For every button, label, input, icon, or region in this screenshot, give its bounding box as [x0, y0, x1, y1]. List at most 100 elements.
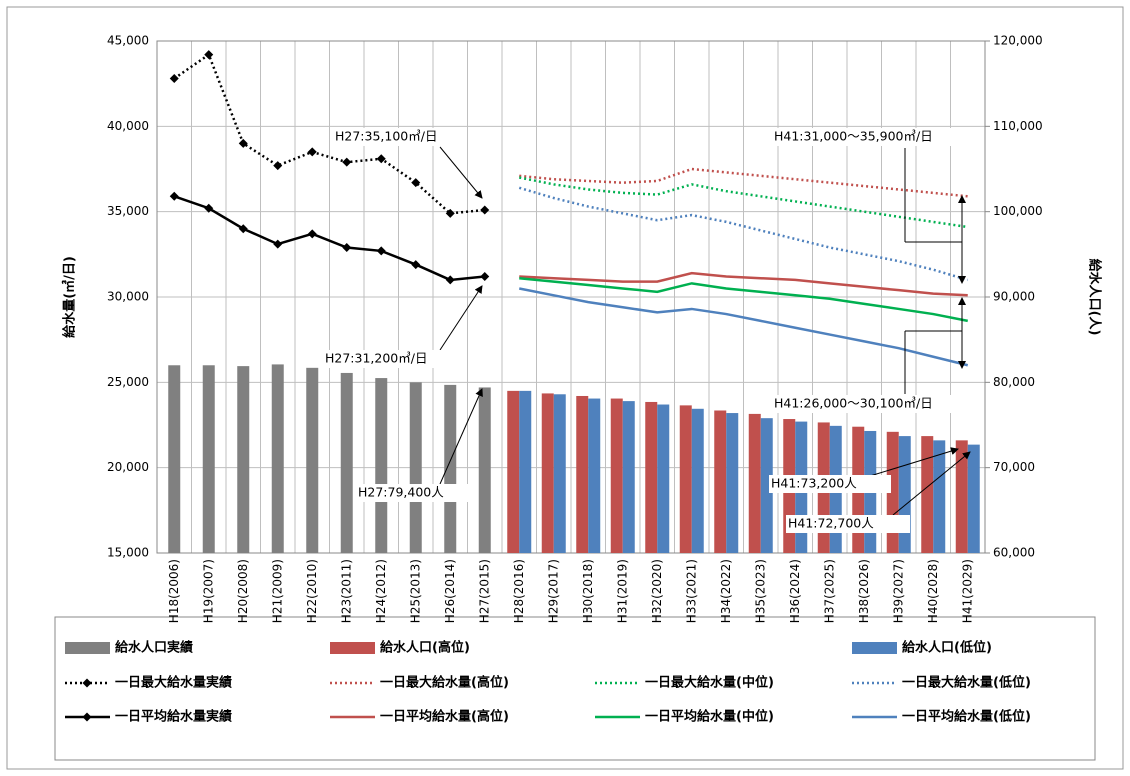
marker	[376, 246, 386, 256]
x-tick-label: H27(2015)	[477, 559, 491, 623]
bar	[933, 440, 946, 553]
marker	[238, 138, 248, 148]
bar	[657, 404, 670, 553]
legend-box	[54, 616, 1096, 761]
y-axis-title: 給水量(㎥/日)	[62, 256, 78, 338]
bar	[444, 384, 457, 553]
bar	[507, 390, 520, 553]
bar	[375, 378, 388, 553]
bar	[760, 418, 773, 553]
annotation: H27:35,100㎥/日	[335, 129, 437, 144]
bar	[168, 365, 181, 553]
legend-label: 一日平均給水量実績	[115, 709, 232, 725]
legend-label: 給水人口(高位)	[380, 640, 470, 656]
annotation-bg	[786, 515, 910, 533]
marker	[273, 161, 283, 171]
marker	[376, 154, 386, 164]
x-tick-label: H24(2012)	[374, 559, 388, 623]
marker	[204, 203, 214, 213]
bar	[691, 408, 704, 553]
legend-label: 一日平均給水量(低位)	[902, 709, 1031, 725]
bar	[714, 410, 727, 553]
bar	[553, 394, 566, 553]
y-tick-label: 30,000	[107, 290, 149, 304]
bar	[409, 382, 422, 553]
bar	[306, 367, 319, 553]
legend-label: 一日最大給水量(中位)	[645, 675, 774, 691]
legend-marker	[82, 678, 92, 688]
marker	[273, 239, 283, 249]
line	[519, 167, 968, 198]
arrow	[439, 285, 483, 351]
line	[173, 52, 485, 215]
y2-tick-label: 70,000	[993, 460, 1035, 474]
marker	[411, 260, 421, 270]
annotation-bg	[772, 128, 966, 146]
x-tick-label: H36(2024)	[788, 559, 802, 623]
y-tick-label: 35,000	[107, 204, 149, 218]
arrow	[439, 146, 483, 199]
marker	[445, 208, 455, 218]
x-tick-label: H18(2006)	[167, 559, 181, 623]
x-tick-label: H41(2029)	[960, 559, 974, 623]
legend-label: 一日最大給水量(低位)	[902, 675, 1031, 691]
x-tick-label: H29(2017)	[546, 559, 560, 623]
bar	[898, 436, 911, 553]
annotation: H41:72,700人	[788, 516, 874, 531]
bar	[645, 401, 658, 553]
bar	[921, 436, 934, 553]
legend-label: 一日最大給水量実績	[115, 675, 232, 691]
bar	[576, 395, 589, 553]
y2-axis-title: 給水人口(人)	[1087, 259, 1103, 336]
x-tick-label: H21(2009)	[270, 559, 284, 623]
y2-tick-label: 100,000	[993, 204, 1043, 218]
bar	[748, 413, 761, 553]
x-tick-label: H33(2021)	[684, 559, 698, 623]
x-tick-label: H32(2020)	[650, 559, 664, 623]
marker	[342, 243, 352, 253]
y2-tick-label: 90,000	[993, 290, 1035, 304]
y2-tick-label: 60,000	[993, 546, 1035, 560]
legend-label: 一日最大給水量(高位)	[380, 675, 509, 691]
bar	[519, 390, 532, 553]
annotation-bg	[333, 128, 452, 146]
x-tick-label: H19(2007)	[201, 559, 215, 623]
line	[519, 271, 968, 297]
legend-marker	[82, 712, 92, 722]
bar	[967, 444, 980, 553]
y-tick-label: 40,000	[107, 119, 149, 133]
x-tick-label: H38(2026)	[857, 559, 871, 623]
legend-swatch	[330, 642, 375, 654]
arrow	[439, 388, 483, 485]
annotation-bg	[356, 484, 475, 502]
x-tick-label: H25(2013)	[408, 559, 422, 623]
bar	[340, 372, 353, 553]
y-tick-label: 45,000	[107, 34, 149, 48]
x-tick-label: H35(2023)	[753, 559, 767, 623]
arrow	[892, 451, 971, 516]
annotation-bg	[323, 350, 452, 368]
y-tick-label: 15,000	[107, 546, 149, 560]
annotation-bg	[769, 475, 891, 493]
marker	[169, 191, 179, 201]
marker	[169, 74, 179, 84]
x-tick-label: H22(2010)	[305, 559, 319, 623]
y-tick-label: 25,000	[107, 375, 149, 389]
bar	[622, 401, 635, 553]
marker	[411, 178, 421, 188]
x-tick-label: H39(2027)	[891, 559, 905, 623]
marker	[342, 157, 352, 167]
bar	[237, 366, 250, 553]
y2-tick-label: 110,000	[993, 119, 1043, 133]
bar	[679, 405, 692, 553]
x-tick-label: H28(2016)	[512, 559, 526, 623]
marker	[480, 205, 490, 215]
x-tick-label: H34(2022)	[719, 559, 733, 623]
marker	[204, 50, 214, 60]
line	[519, 176, 968, 229]
x-tick-label: H31(2019)	[615, 559, 629, 623]
legend-label: 給水人口実績	[115, 640, 193, 656]
annotation: H27:31,200㎥/日	[325, 351, 427, 366]
annotation: H41:26,000～30,100㎥/日	[774, 396, 933, 411]
